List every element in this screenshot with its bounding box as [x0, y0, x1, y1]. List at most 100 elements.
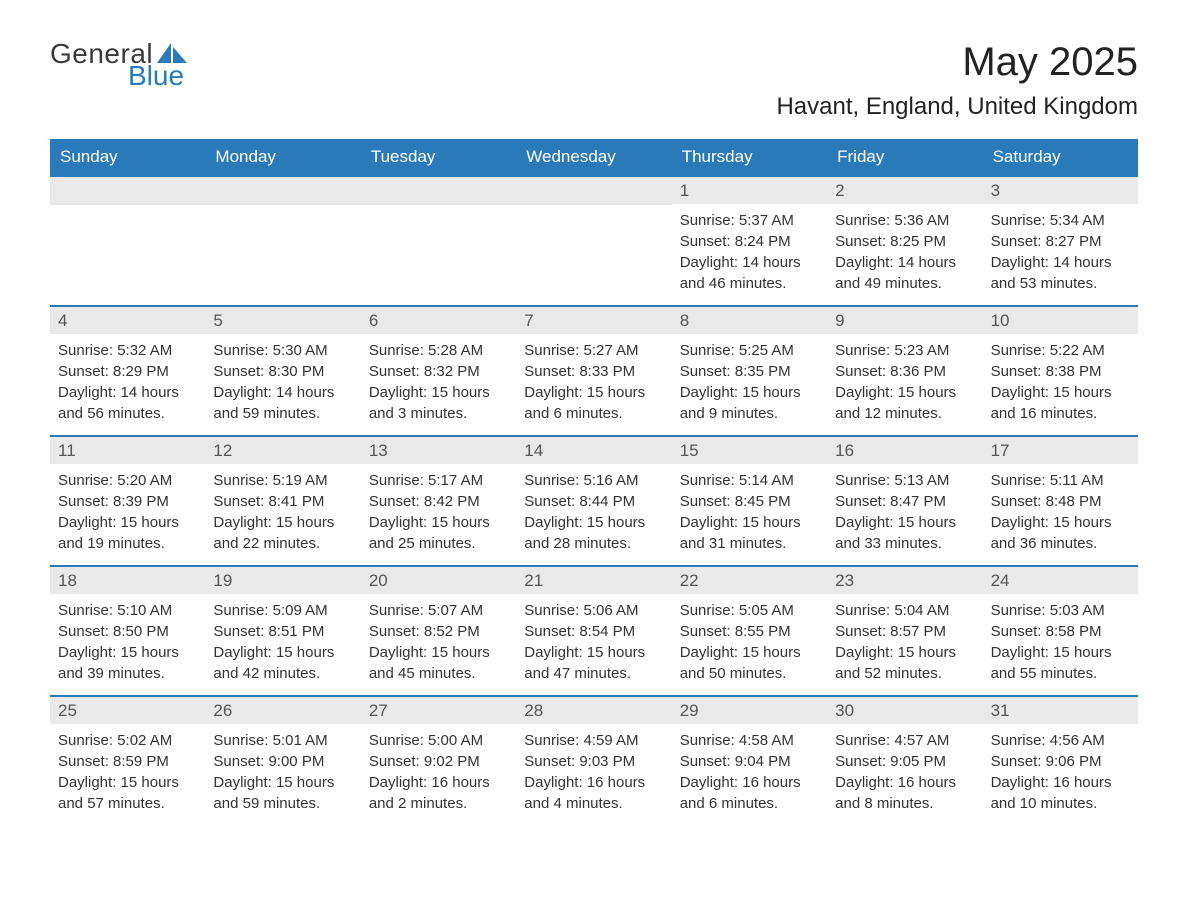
day-details: Sunrise: 5:27 AMSunset: 8:33 PMDaylight:…	[516, 334, 671, 432]
sunset-line: Sunset: 8:27 PM	[991, 231, 1130, 252]
sunrise-line: Sunrise: 5:25 AM	[680, 340, 819, 361]
sunset-line: Sunset: 8:54 PM	[524, 621, 663, 642]
daylight-line: Daylight: 16 hours and 4 minutes.	[524, 772, 663, 814]
day-cell	[361, 177, 516, 305]
day-cell: 9Sunrise: 5:23 AMSunset: 8:36 PMDaylight…	[827, 307, 982, 435]
daylight-line: Daylight: 15 hours and 42 minutes.	[213, 642, 352, 684]
day-number: 4	[50, 307, 205, 334]
day-cell: 1Sunrise: 5:37 AMSunset: 8:24 PMDaylight…	[672, 177, 827, 305]
sunrise-line: Sunrise: 5:04 AM	[835, 600, 974, 621]
sunrise-line: Sunrise: 5:00 AM	[369, 730, 508, 751]
day-details: Sunrise: 5:10 AMSunset: 8:50 PMDaylight:…	[50, 594, 205, 692]
sunrise-line: Sunrise: 4:58 AM	[680, 730, 819, 751]
empty-day-bar	[516, 177, 671, 205]
day-cell: 11Sunrise: 5:20 AMSunset: 8:39 PMDayligh…	[50, 437, 205, 565]
day-number: 1	[672, 177, 827, 204]
day-number: 12	[205, 437, 360, 464]
day-details: Sunrise: 4:59 AMSunset: 9:03 PMDaylight:…	[516, 724, 671, 822]
sunset-line: Sunset: 8:29 PM	[58, 361, 197, 382]
day-number: 21	[516, 567, 671, 594]
weekday-header: Monday	[205, 139, 360, 175]
sunset-line: Sunset: 8:30 PM	[213, 361, 352, 382]
day-number: 27	[361, 697, 516, 724]
weekday-header: Saturday	[983, 139, 1138, 175]
daylight-line: Daylight: 14 hours and 46 minutes.	[680, 252, 819, 294]
daylight-line: Daylight: 15 hours and 16 minutes.	[991, 382, 1130, 424]
day-cell: 29Sunrise: 4:58 AMSunset: 9:04 PMDayligh…	[672, 697, 827, 825]
daylight-line: Daylight: 15 hours and 19 minutes.	[58, 512, 197, 554]
day-cell: 6Sunrise: 5:28 AMSunset: 8:32 PMDaylight…	[361, 307, 516, 435]
sunset-line: Sunset: 9:03 PM	[524, 751, 663, 772]
weekday-header: Friday	[827, 139, 982, 175]
daylight-line: Daylight: 15 hours and 22 minutes.	[213, 512, 352, 554]
day-cell	[516, 177, 671, 305]
day-number: 3	[983, 177, 1138, 204]
sunrise-line: Sunrise: 5:05 AM	[680, 600, 819, 621]
sunrise-line: Sunrise: 5:16 AM	[524, 470, 663, 491]
sunrise-line: Sunrise: 5:03 AM	[991, 600, 1130, 621]
month-title: May 2025	[776, 40, 1138, 85]
day-number: 28	[516, 697, 671, 724]
sunrise-line: Sunrise: 5:22 AM	[991, 340, 1130, 361]
day-cell: 13Sunrise: 5:17 AMSunset: 8:42 PMDayligh…	[361, 437, 516, 565]
daylight-line: Daylight: 14 hours and 49 minutes.	[835, 252, 974, 294]
day-details: Sunrise: 5:02 AMSunset: 8:59 PMDaylight:…	[50, 724, 205, 822]
sunset-line: Sunset: 8:52 PM	[369, 621, 508, 642]
sunrise-line: Sunrise: 5:27 AM	[524, 340, 663, 361]
day-number: 14	[516, 437, 671, 464]
title-block: May 2025 Havant, England, United Kingdom	[776, 40, 1138, 121]
day-details: Sunrise: 5:01 AMSunset: 9:00 PMDaylight:…	[205, 724, 360, 822]
day-cell	[205, 177, 360, 305]
day-number: 26	[205, 697, 360, 724]
day-details: Sunrise: 5:05 AMSunset: 8:55 PMDaylight:…	[672, 594, 827, 692]
day-details: Sunrise: 5:34 AMSunset: 8:27 PMDaylight:…	[983, 204, 1138, 302]
sunset-line: Sunset: 8:35 PM	[680, 361, 819, 382]
daylight-line: Daylight: 14 hours and 56 minutes.	[58, 382, 197, 424]
weekday-header: Sunday	[50, 139, 205, 175]
sunrise-line: Sunrise: 5:01 AM	[213, 730, 352, 751]
day-cell: 19Sunrise: 5:09 AMSunset: 8:51 PMDayligh…	[205, 567, 360, 695]
daylight-line: Daylight: 16 hours and 6 minutes.	[680, 772, 819, 814]
daylight-line: Daylight: 15 hours and 45 minutes.	[369, 642, 508, 684]
day-cell: 20Sunrise: 5:07 AMSunset: 8:52 PMDayligh…	[361, 567, 516, 695]
sunrise-line: Sunrise: 5:06 AM	[524, 600, 663, 621]
header-row: General Blue May 2025 Havant, England, U…	[50, 40, 1138, 121]
sunset-line: Sunset: 8:57 PM	[835, 621, 974, 642]
day-details: Sunrise: 5:37 AMSunset: 8:24 PMDaylight:…	[672, 204, 827, 302]
daylight-line: Daylight: 15 hours and 39 minutes.	[58, 642, 197, 684]
daylight-line: Daylight: 15 hours and 59 minutes.	[213, 772, 352, 814]
sunset-line: Sunset: 8:36 PM	[835, 361, 974, 382]
day-details: Sunrise: 5:13 AMSunset: 8:47 PMDaylight:…	[827, 464, 982, 562]
weeks-container: 1Sunrise: 5:37 AMSunset: 8:24 PMDaylight…	[50, 175, 1138, 825]
daylight-line: Daylight: 15 hours and 9 minutes.	[680, 382, 819, 424]
daylight-line: Daylight: 14 hours and 53 minutes.	[991, 252, 1130, 294]
day-number: 9	[827, 307, 982, 334]
day-cell: 27Sunrise: 5:00 AMSunset: 9:02 PMDayligh…	[361, 697, 516, 825]
day-cell: 25Sunrise: 5:02 AMSunset: 8:59 PMDayligh…	[50, 697, 205, 825]
day-cell	[50, 177, 205, 305]
sunrise-line: Sunrise: 5:02 AM	[58, 730, 197, 751]
sunset-line: Sunset: 8:55 PM	[680, 621, 819, 642]
week-row: 1Sunrise: 5:37 AMSunset: 8:24 PMDaylight…	[50, 175, 1138, 305]
day-cell: 8Sunrise: 5:25 AMSunset: 8:35 PMDaylight…	[672, 307, 827, 435]
empty-day-bar	[205, 177, 360, 205]
empty-day-bar	[361, 177, 516, 205]
day-details: Sunrise: 5:25 AMSunset: 8:35 PMDaylight:…	[672, 334, 827, 432]
day-cell: 14Sunrise: 5:16 AMSunset: 8:44 PMDayligh…	[516, 437, 671, 565]
location-subtitle: Havant, England, United Kingdom	[776, 93, 1138, 121]
day-number: 20	[361, 567, 516, 594]
day-details: Sunrise: 5:04 AMSunset: 8:57 PMDaylight:…	[827, 594, 982, 692]
day-cell: 18Sunrise: 5:10 AMSunset: 8:50 PMDayligh…	[50, 567, 205, 695]
day-number: 16	[827, 437, 982, 464]
day-details: Sunrise: 4:56 AMSunset: 9:06 PMDaylight:…	[983, 724, 1138, 822]
day-number: 17	[983, 437, 1138, 464]
sunrise-line: Sunrise: 5:32 AM	[58, 340, 197, 361]
day-details: Sunrise: 4:58 AMSunset: 9:04 PMDaylight:…	[672, 724, 827, 822]
sunrise-line: Sunrise: 5:34 AM	[991, 210, 1130, 231]
daylight-line: Daylight: 15 hours and 55 minutes.	[991, 642, 1130, 684]
daylight-line: Daylight: 15 hours and 3 minutes.	[369, 382, 508, 424]
sunrise-line: Sunrise: 5:11 AM	[991, 470, 1130, 491]
daylight-line: Daylight: 15 hours and 31 minutes.	[680, 512, 819, 554]
sunrise-line: Sunrise: 5:17 AM	[369, 470, 508, 491]
day-details: Sunrise: 5:20 AMSunset: 8:39 PMDaylight:…	[50, 464, 205, 562]
